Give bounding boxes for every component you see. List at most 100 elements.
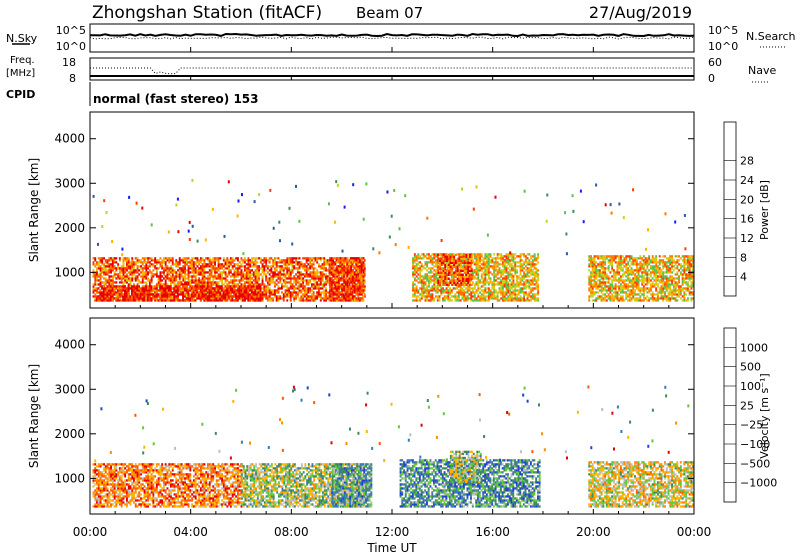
power-cell-1494 — [256, 283, 259, 286]
nsearch-trace — [89, 36, 695, 40]
power-cell-3692 — [450, 289, 453, 292]
power-cell-4121 — [494, 297, 497, 300]
power-cell-4105 — [493, 287, 496, 290]
power-cell-4438 — [524, 259, 527, 262]
power-cell-4610 — [444, 271, 447, 274]
power-cell-402 — [136, 261, 139, 264]
power-cell-766 — [178, 279, 181, 282]
power-cell-1379 — [244, 275, 246, 278]
power-cell-4371 — [519, 299, 522, 302]
power-cell-3100 — [339, 263, 342, 266]
power-cell-302 — [126, 269, 128, 272]
power-cell-3919 — [473, 257, 476, 260]
power-cell-2034 — [316, 259, 319, 262]
power-cell-2113 — [325, 267, 327, 270]
power-cell-2091 — [323, 273, 326, 276]
power-cell-4922 — [602, 271, 605, 274]
power-cell-1026 — [205, 271, 208, 274]
power-cell-156 — [108, 257, 111, 260]
power-cell-1246 — [229, 295, 232, 298]
power-cell-2498 — [109, 299, 112, 302]
power-cell-1125 — [215, 281, 218, 284]
power-cell-2021 — [316, 295, 319, 298]
power-cell-4424 — [523, 253, 525, 256]
power-cell-1285 — [233, 277, 236, 280]
power-cell-936 — [196, 273, 199, 276]
power-cell-4624 — [446, 257, 448, 260]
power-cell-3076 — [337, 283, 340, 286]
power-cell-1031 — [207, 297, 209, 300]
power-cell-1135 — [217, 291, 220, 294]
power-cell-3841 — [466, 295, 469, 298]
power-cell-148 — [108, 277, 111, 280]
power-cell-4534 — [535, 279, 538, 282]
power-cell-4970 — [607, 279, 610, 282]
power-cell-2898 — [235, 295, 237, 298]
power-cell-3359 — [415, 267, 418, 270]
power-cell-4746 — [467, 265, 470, 268]
power-cell-39 — [96, 275, 98, 278]
power-cell-2335 — [351, 299, 354, 302]
power-cell-2050 — [319, 299, 322, 302]
power-cell-836 — [185, 261, 188, 264]
power-cell-2132 — [328, 291, 331, 294]
power-cell-3369 — [417, 281, 420, 284]
power-cell-4964 — [607, 295, 610, 298]
power-cell-4405 — [521, 259, 524, 262]
power-cell-4553 — [537, 275, 540, 278]
power-cell-1961 — [309, 279, 312, 282]
power-cell-4031 — [484, 255, 487, 258]
power-cell-519 — [150, 281, 153, 284]
power-cell-2016 — [314, 271, 317, 274]
power-cell-1628 — [272, 291, 275, 294]
power-cell-3125 — [343, 281, 346, 284]
power-cell-2620 — [145, 289, 147, 292]
power-cell-3896 — [472, 281, 474, 284]
power-cell-1713 — [282, 297, 285, 300]
power-cell-1872 — [298, 257, 301, 260]
power-cell-547 — [154, 273, 157, 276]
power-cell-3096 — [339, 271, 342, 274]
power-cell-1432 — [249, 271, 252, 274]
power-cell-1759 — [286, 259, 289, 262]
power-cell-639 — [164, 279, 167, 282]
power-cell-2888 — [231, 289, 234, 292]
power-cell-2672 — [162, 289, 165, 292]
power-cell-4882 — [598, 279, 601, 282]
power-cell-760 — [178, 291, 181, 294]
power-cell-2046 — [318, 271, 320, 274]
power-cell-350 — [131, 277, 134, 280]
power-cell-1709 — [281, 265, 283, 268]
power-cell-1640 — [274, 295, 276, 298]
power-cell-1848 — [296, 277, 299, 280]
power-cell-1240 — [228, 265, 231, 268]
power-cell-1984 — [311, 263, 313, 266]
power-cell-4712 — [462, 269, 464, 272]
power-cell-4119 — [493, 257, 496, 260]
power-cell-4953 — [605, 291, 608, 294]
power-cell-1109 — [214, 269, 216, 272]
power-cell-4711 — [462, 273, 464, 276]
power-cell-3991 — [480, 255, 483, 258]
power-cell-1129 — [215, 269, 218, 272]
power-cell-183 — [111, 267, 114, 270]
power-cell-937 — [196, 271, 199, 274]
power-cell-2501 — [109, 293, 112, 296]
power-cell-2546 — [124, 293, 126, 296]
power-cell-4078 — [489, 279, 492, 282]
power-cell-966 — [200, 283, 202, 286]
power-cell-4733 — [465, 271, 468, 274]
power-cell-1203 — [224, 279, 227, 282]
power-cell-3356 — [415, 275, 418, 278]
power-cell-2279 — [344, 261, 347, 264]
power-cell-4594 — [442, 281, 445, 284]
power-cell-1414 — [247, 269, 250, 272]
power-cell-2317 — [349, 297, 352, 300]
power-cell-4034 — [486, 295, 488, 298]
power-cell-704 — [171, 275, 174, 278]
power-cell-4786 — [588, 257, 591, 260]
power-cell-3020 — [332, 299, 335, 302]
power-cell-3459 — [426, 253, 429, 256]
power-cell-459 — [143, 259, 146, 262]
power-cell-3087 — [337, 257, 340, 260]
